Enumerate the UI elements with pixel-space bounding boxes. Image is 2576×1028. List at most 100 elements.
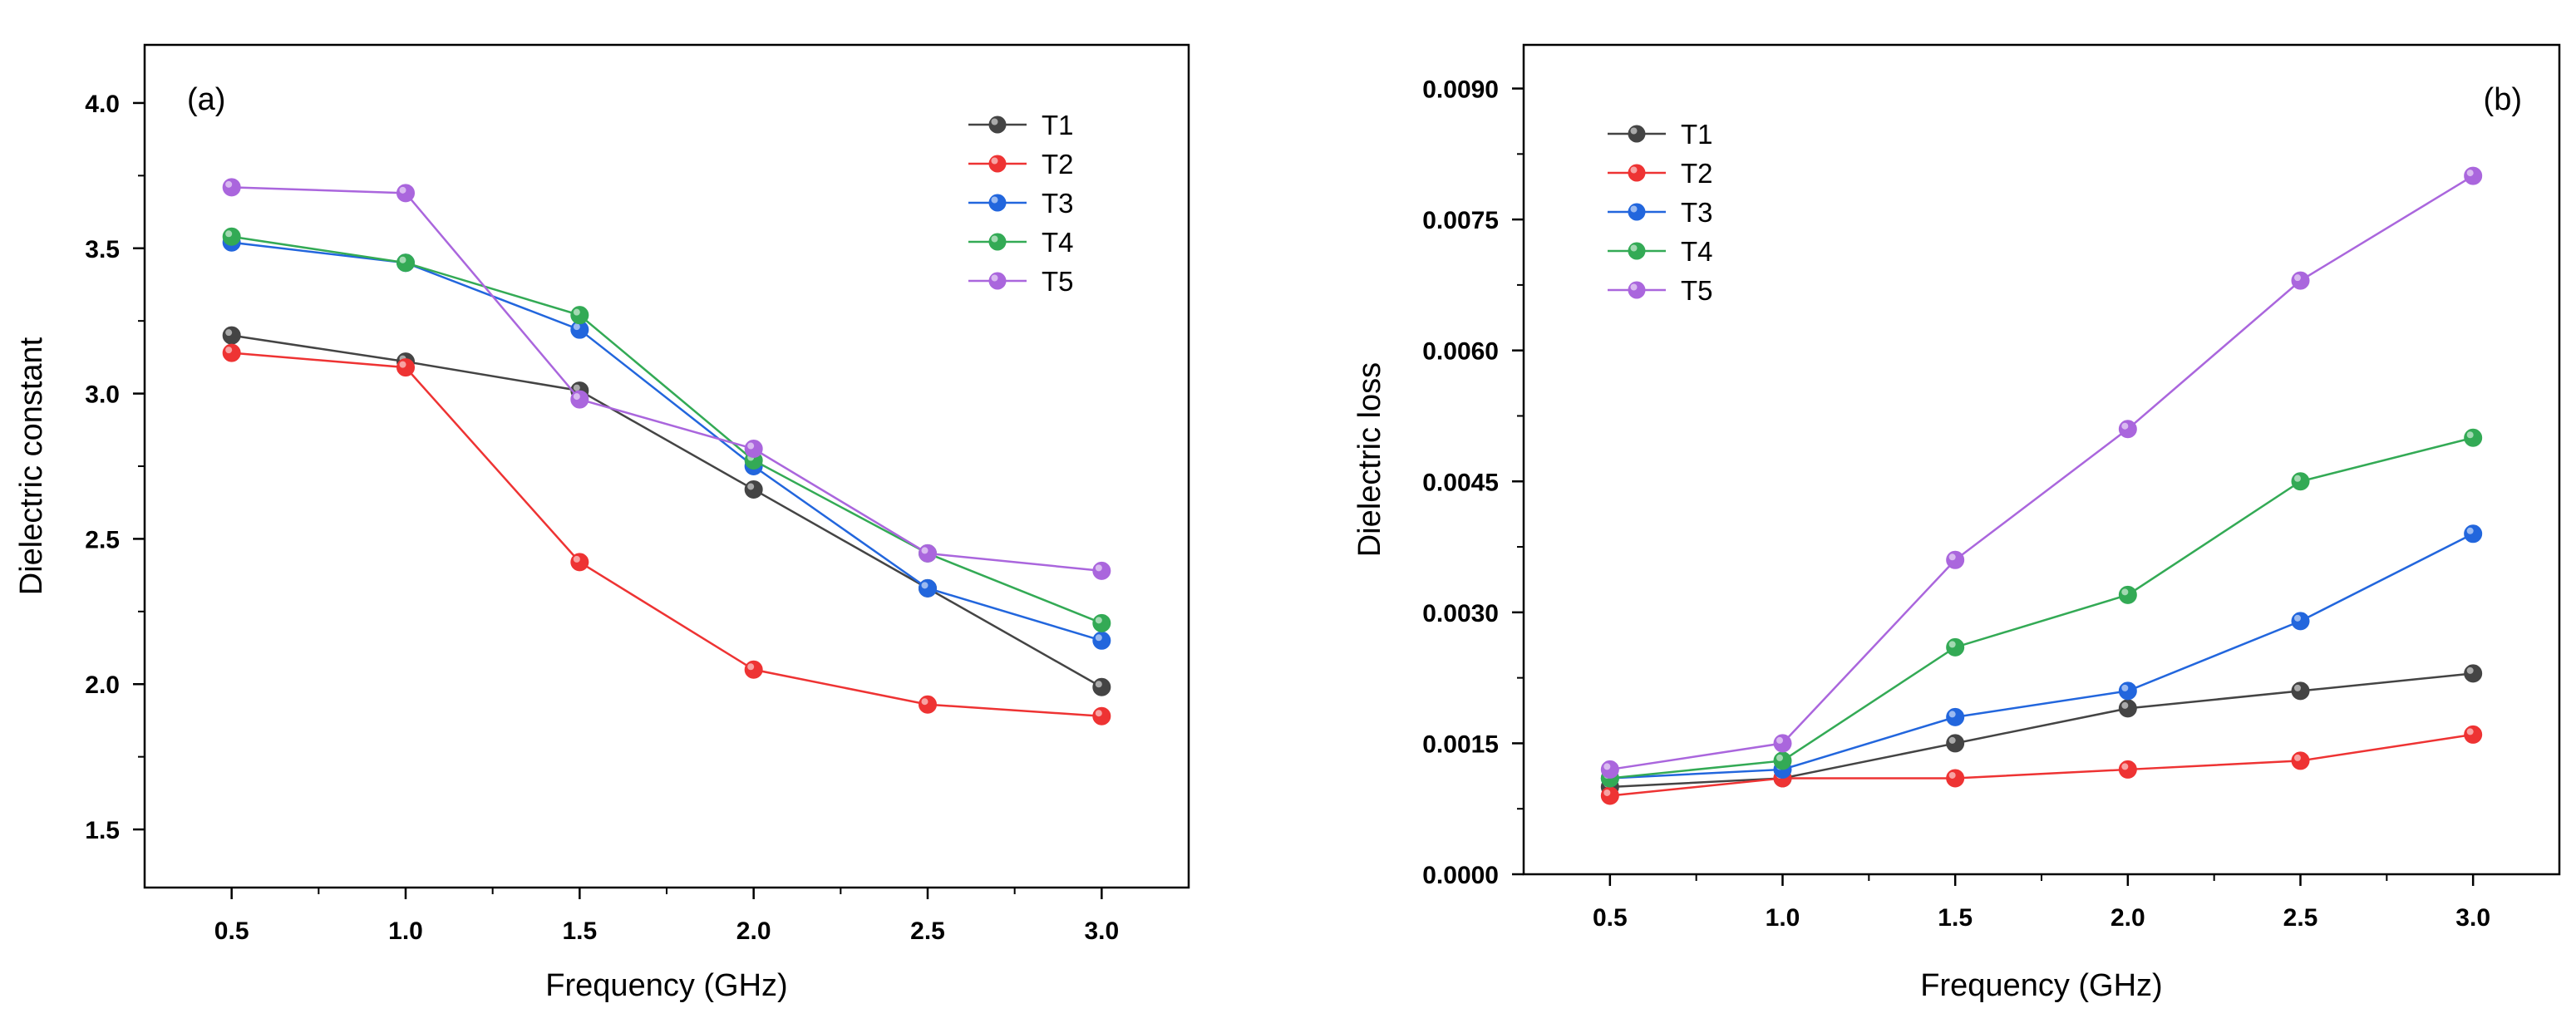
legend-marker xyxy=(988,233,1007,251)
data-point-t2 xyxy=(222,343,241,362)
data-point-t5 xyxy=(744,440,763,459)
data-point-t2 xyxy=(2118,760,2137,779)
x-tick-label: 2.5 xyxy=(910,917,945,945)
data-point-highlight xyxy=(2294,754,2301,761)
data-point-t3 xyxy=(919,578,937,598)
legend-label-t4: T4 xyxy=(1042,227,1074,258)
legend-label-t1: T1 xyxy=(1681,119,1713,150)
data-point-t4 xyxy=(2118,585,2137,604)
legend-label-t3: T3 xyxy=(1042,188,1074,219)
y-tick-label: 0.0045 xyxy=(1422,469,1499,496)
x-tick-label: 2.5 xyxy=(2283,904,2318,932)
data-point-t2 xyxy=(1092,706,1111,726)
data-point-highlight xyxy=(225,230,233,238)
data-point-t1 xyxy=(744,480,763,499)
y-tick-label: 0.0090 xyxy=(1422,76,1499,104)
data-point-highlight xyxy=(573,393,580,401)
legend-marker-highlight xyxy=(1630,244,1638,252)
data-point-highlight xyxy=(1948,641,1956,648)
y-tick-label: 2.5 xyxy=(85,526,120,553)
data-point-t5 xyxy=(2464,166,2483,185)
data-point-highlight xyxy=(1948,553,1956,561)
y-tick-label: 0.0015 xyxy=(1422,730,1499,758)
data-point-t3 xyxy=(2291,612,2310,631)
legend-marker xyxy=(1628,281,1646,299)
series-line-t5 xyxy=(1609,175,2474,771)
legend-marker xyxy=(1628,125,1646,143)
series-line-t3 xyxy=(231,241,1102,642)
data-point-highlight xyxy=(225,180,233,188)
data-point-highlight xyxy=(1603,763,1611,770)
panel-letter: (b) xyxy=(2484,82,2522,117)
x-axis-title: Frequency (GHz) xyxy=(545,968,787,1003)
data-point-highlight xyxy=(2121,701,2129,709)
data-point-highlight xyxy=(1603,789,1611,796)
y-tick-label: 2.0 xyxy=(85,671,120,699)
legend-marker-highlight xyxy=(1630,283,1638,291)
y-tick-label: 3.5 xyxy=(85,236,120,263)
data-point-t5 xyxy=(222,178,241,197)
data-point-t2 xyxy=(570,553,589,572)
series-line-t2 xyxy=(1609,733,2474,797)
x-tick-label: 1.0 xyxy=(388,917,423,945)
legend-marker xyxy=(988,272,1007,290)
data-point-t1 xyxy=(1946,734,1965,753)
data-point-highlight xyxy=(747,442,755,450)
data-point-highlight xyxy=(2121,684,2129,691)
data-point-t5 xyxy=(396,184,415,203)
legend-label-t2: T2 xyxy=(1042,149,1074,180)
data-point-t4 xyxy=(1092,613,1111,632)
panel-a: 0.5 1.0 1.5 2.0 2.5 3.0 1.5 2.0 2.5 3.0 3.5 4.0 Freq… xyxy=(14,43,1190,1003)
y-tick-label: 1.5 xyxy=(85,817,120,844)
data-point-t1 xyxy=(2118,699,2137,718)
data-point-highlight xyxy=(2121,763,2129,770)
data-point-highlight xyxy=(573,384,580,391)
data-point-highlight xyxy=(2294,614,2301,622)
data-point-highlight xyxy=(1095,634,1102,642)
data-point-t3 xyxy=(1092,631,1111,650)
legend-marker-highlight xyxy=(991,274,998,282)
legend-marker-highlight xyxy=(1630,127,1638,135)
data-point-t4 xyxy=(1773,751,1792,770)
x-tick-label: 3.0 xyxy=(1084,917,1119,945)
series-line-t1 xyxy=(1609,672,2474,789)
data-point-t3 xyxy=(1946,707,1965,726)
data-point-t5 xyxy=(1946,550,1965,569)
x-tick-label: 1.0 xyxy=(1766,904,1800,932)
data-point-t5 xyxy=(1773,734,1792,753)
data-point-highlight xyxy=(399,361,406,368)
data-point-t3 xyxy=(2118,681,2137,701)
legend-marker-highlight xyxy=(1630,166,1638,174)
data-point-t5 xyxy=(570,390,589,409)
data-point-highlight xyxy=(747,483,755,490)
x-tick-label: 2.0 xyxy=(2111,904,2145,932)
data-point-t4 xyxy=(2464,428,2483,447)
x-tick-label: 1.5 xyxy=(1938,904,1973,932)
data-point-highlight xyxy=(921,582,928,589)
data-point-t2 xyxy=(744,660,763,679)
legend-marker-highlight xyxy=(991,235,998,243)
legend-marker xyxy=(1628,242,1646,260)
data-point-t2 xyxy=(1946,769,1965,788)
data-point-highlight xyxy=(2466,527,2474,534)
data-point-highlight xyxy=(1948,711,1956,718)
legend-label-t3: T3 xyxy=(1681,197,1713,228)
series-line-t4 xyxy=(1609,436,2474,780)
legend-marker-highlight xyxy=(991,196,998,204)
data-point-highlight xyxy=(573,323,580,331)
legend-marker-highlight xyxy=(991,118,998,125)
data-point-t2 xyxy=(396,358,415,377)
y-tick-label: 4.0 xyxy=(85,91,120,118)
legend-marker xyxy=(988,155,1007,173)
y-tick-label: 0.0060 xyxy=(1422,338,1499,366)
data-point-highlight xyxy=(2294,684,2301,691)
data-point-t5 xyxy=(2291,271,2310,290)
data-point-t1 xyxy=(2291,681,2310,701)
data-point-highlight xyxy=(2466,170,2474,177)
data-point-t3 xyxy=(2464,524,2483,544)
data-point-highlight xyxy=(2466,728,2474,735)
data-point-t4 xyxy=(570,306,589,325)
plot-frame xyxy=(1522,43,2561,876)
data-point-highlight xyxy=(1776,736,1783,744)
y-axis-title: Dielectric loss xyxy=(1352,362,1387,557)
